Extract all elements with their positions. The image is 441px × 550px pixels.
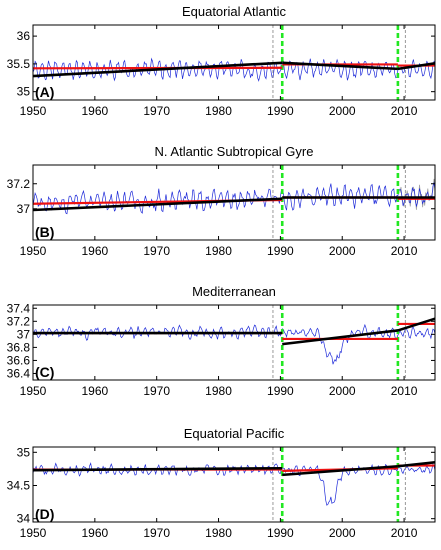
x-tick-label: 1970 (143, 104, 170, 118)
x-tick-label: 2010 (391, 526, 418, 540)
x-tick-label: 1990 (267, 244, 294, 258)
panel-1: Equatorial Atlantic 35 35.5 36 1950 1960 1970 1… (7, 4, 436, 118)
x-tick-label: 2000 (329, 384, 356, 398)
axes-frame (32, 304, 436, 381)
panel-letter-label: (D) (35, 506, 54, 522)
panel-4: Equatorial Pacific 34 34.5 35 1950 1960 1970 19… (7, 426, 436, 540)
x-tick-label: 1950 (20, 384, 47, 398)
plot-area (33, 305, 435, 380)
x-tick-label: 1960 (81, 244, 108, 258)
salinity-series-line (33, 56, 435, 82)
y-tick-label: 35 (17, 445, 31, 459)
x-tick-label: 1980 (205, 384, 232, 398)
y-tick-label: 35.5 (7, 57, 31, 71)
plot-area (33, 25, 435, 100)
x-tick-label: 1970 (143, 526, 170, 540)
axes-frame (32, 164, 436, 241)
x-tick-label: 1990 (267, 526, 294, 540)
y-tick-label: 36.6 (7, 353, 31, 367)
y-tick-label: 36.8 (7, 340, 31, 354)
x-tick-label: 1950 (20, 526, 47, 540)
y-tick-label: 34 (17, 512, 31, 526)
panel-title: N. Atlantic Subtropical Gyre (155, 144, 314, 159)
salinity-series-line (33, 323, 435, 365)
x-tick-label: 1960 (81, 526, 108, 540)
x-tick-label: 2010 (391, 244, 418, 258)
panel-2: N. Atlantic Subtropical Gyre 37 37.2 1950 19… (7, 144, 436, 258)
y-tick-label: 34.5 (7, 478, 31, 492)
axes-frame (32, 446, 436, 523)
x-tick-label: 2010 (391, 384, 418, 398)
black-trend-segment (33, 61, 283, 78)
axes-frame (32, 24, 436, 101)
x-tick-label: 2000 (329, 104, 356, 118)
panel-title: Mediterranean (192, 284, 276, 299)
y-tick-label: 37 (17, 202, 31, 216)
x-tick-label: 1950 (20, 104, 47, 118)
x-tick-label: 2000 (329, 244, 356, 258)
black-trend-segment (282, 61, 398, 71)
panel-title: Equatorial Atlantic (182, 4, 287, 19)
panel-letter-label: (A) (35, 84, 54, 100)
y-tick-label: 37.2 (7, 177, 31, 191)
black-trend-segment (33, 466, 283, 472)
x-tick-label: 1990 (267, 104, 294, 118)
y-tick-label: 37.2 (7, 314, 31, 328)
y-tick-label: 35 (17, 85, 31, 99)
panel-letter-label: (B) (35, 224, 54, 240)
x-tick-label: 1980 (205, 104, 232, 118)
x-tick-label: 1980 (205, 526, 232, 540)
y-tick-label: 37 (17, 327, 31, 341)
y-tick-label: 36 (17, 29, 31, 43)
x-tick-label: 2010 (391, 104, 418, 118)
y-tick-label: 37.4 (7, 301, 31, 315)
y-tick-label: 36.4 (7, 366, 31, 380)
x-tick-label: 1950 (20, 244, 47, 258)
plot-area (33, 165, 435, 240)
black-trend-segment (397, 62, 435, 71)
black-trend-segment (282, 464, 398, 477)
panel-letter-label: (C) (35, 364, 54, 380)
x-tick-label: 1980 (205, 244, 232, 258)
x-tick-label: 1970 (143, 244, 170, 258)
black-trend-segment (33, 197, 283, 212)
black-trend-segment (397, 317, 435, 332)
x-tick-label: 1960 (81, 384, 108, 398)
black-trend-segment (282, 329, 399, 346)
black-trend-segment (397, 460, 435, 468)
x-tick-label: 1990 (267, 384, 294, 398)
plot-area (33, 447, 435, 522)
x-tick-label: 1960 (81, 104, 108, 118)
panel-title: Equatorial Pacific (184, 426, 285, 441)
x-tick-label: 1970 (143, 384, 170, 398)
red-fit-segment (33, 66, 283, 70)
x-tick-label: 2000 (329, 526, 356, 540)
